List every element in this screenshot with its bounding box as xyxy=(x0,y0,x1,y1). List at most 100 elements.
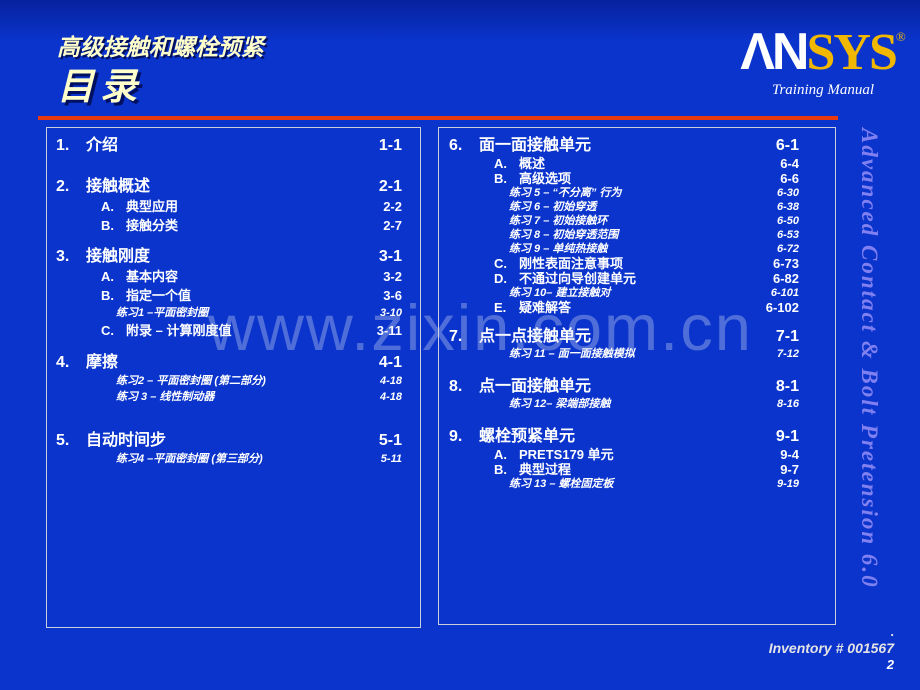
toc-exercise: 练习 12– 梁端部接触 8-16 xyxy=(449,397,799,411)
toc-right-panel: 6. 面一面接触单元 6-1 A. 概述 6-4 B. 高级选项 6-6 练习 5 – “不分离”… xyxy=(438,127,836,625)
toc-exercise: 练习 8 – 初始穿透范围 6-53 xyxy=(449,228,799,242)
toc-item-title: 螺栓预紧单元 xyxy=(479,428,576,445)
logo-tagline: Training Manual xyxy=(771,82,875,98)
toc-subitem: B. 典型过程 9-7 xyxy=(449,462,799,477)
side-banner: Advanced Contact & Bolt Pretension 6.0 xyxy=(857,128,882,589)
toc-subitem-letter: B. xyxy=(101,218,114,233)
toc-subitem: A. 典型应用 2-2 xyxy=(56,197,402,216)
toc-subitem-title: 疑难解答 xyxy=(519,300,572,315)
toc-subitem: A. 概述 6-4 xyxy=(449,156,799,171)
toc-exercise: 练习4 –平面密封圈 (第三部分) 5-11 xyxy=(56,451,402,467)
toc-subitem-title: 刚性表面注意事项 xyxy=(519,256,624,271)
toc-item-number: 8. xyxy=(449,378,463,395)
toc-subitem-title: 典型过程 xyxy=(519,462,572,477)
toc-item-title: 点一面接触单元 xyxy=(479,378,592,395)
toc-exercise: 练习 11 – 面一面接触模拟 7-12 xyxy=(449,347,799,361)
toc-exercise: 练习1 –平面密封圈 3-10 xyxy=(56,305,402,321)
toc-subitem: B. 接触分类 2-7 xyxy=(56,216,402,235)
toc-page-ref: 6-4 xyxy=(780,156,799,171)
toc-row-main: 6. 面一面接触单元 6-1 xyxy=(449,136,799,156)
toc-item-number: 7. xyxy=(449,328,463,345)
toc-page-ref: 3-6 xyxy=(383,288,402,303)
toc-exercise-title: 练习 11 – 面一面接触模拟 xyxy=(509,348,635,360)
toc-item-number: 9. xyxy=(449,428,463,445)
toc-item-title: 摩擦 xyxy=(86,354,119,371)
toc-subitem: B. 指定一个值 3-6 xyxy=(56,286,402,305)
toc-page-ref: 7-12 xyxy=(776,348,799,360)
toc-item-title: 介绍 xyxy=(86,137,119,154)
toc-page-ref: 6-72 xyxy=(776,243,799,255)
toc-row-main: 7. 点一点接触单元 7-1 xyxy=(449,327,799,347)
toc-section: 2. 接触概述 2-1 A. 典型应用 2-2 B. 接触分类 2-7 xyxy=(56,177,402,235)
toc-subitem-title: 指定一个值 xyxy=(126,288,192,303)
ansys-logo: ΛNSYS® Training Manual xyxy=(738,22,908,99)
toc-item-number: 5. xyxy=(56,432,70,449)
toc-subitem-title: 接触分类 xyxy=(126,218,179,233)
header-divider xyxy=(38,116,838,120)
toc-subitem: A. 基本内容 3-2 xyxy=(56,267,402,286)
toc-page-ref: 4-1 xyxy=(378,354,402,371)
toc-row-main: 9. 螺栓预紧单元 9-1 xyxy=(449,427,799,447)
toc-page-ref: 9-4 xyxy=(780,447,799,462)
course-title: 高级接触和螺栓预紧 xyxy=(57,34,264,60)
toc-subitem: A. PRETS179 单元 9-4 xyxy=(449,447,799,462)
toc-row-main: 8. 点一面接触单元 8-1 xyxy=(449,377,799,397)
toc-section: 7. 点一点接触单元 7-1 练习 11 – 面一面接触模拟 7-12 xyxy=(449,327,799,361)
toc-item-title: 自动时间步 xyxy=(86,432,167,449)
toc-page-ref: 2-7 xyxy=(383,218,402,233)
toc-page-ref: 6-102 xyxy=(765,300,799,315)
toc-page-ref: 3-10 xyxy=(379,307,402,319)
toc-page-ref: 3-2 xyxy=(383,269,402,284)
toc-page-ref: 6-50 xyxy=(776,215,799,227)
toc-page-ref: 6-38 xyxy=(776,201,799,213)
toc-row-main: 3. 接触刚度 3-1 xyxy=(56,247,402,267)
logo-sys-text: SYS xyxy=(806,24,897,81)
toc-exercise-title: 练习 13 – 螺栓固定板 xyxy=(509,478,614,490)
toc-subitem-title: 附录 – 计算刚度值 xyxy=(126,323,232,338)
toc-page-ref: 7-1 xyxy=(775,328,799,345)
toc-exercise-title: 练习 3 – 线性制动器 xyxy=(116,391,215,403)
toc-exercise: 练习 5 – “不分离” 行为 6-30 xyxy=(449,186,799,200)
toc-subitem-title: 高级选项 xyxy=(519,171,572,186)
toc-item-title: 点一点接触单元 xyxy=(479,328,592,345)
toc-page-ref: 6-1 xyxy=(775,137,799,154)
toc-item-title: 接触刚度 xyxy=(86,248,151,265)
logo-an-text: ΛN xyxy=(740,23,809,81)
toc-page-ref: 2-1 xyxy=(378,178,402,195)
toc-exercise: 练习 10– 建立接触对 6-101 xyxy=(449,286,799,300)
toc-item-title: 面一面接触单元 xyxy=(479,137,592,154)
toc-row-main: 5. 自动时间步 5-1 xyxy=(56,431,402,451)
toc-item-title: 接触概述 xyxy=(86,178,151,195)
toc-subitem: B. 高级选项 6-6 xyxy=(449,171,799,186)
toc-exercise-title: 练习 12– 梁端部接触 xyxy=(509,398,611,410)
toc-exercise-title: 练习 8 – 初始穿透范围 xyxy=(509,229,619,241)
toc-exercise: 练习 13 – 螺栓固定板 9-19 xyxy=(449,477,799,491)
toc-row-main: 2. 接触概述 2-1 xyxy=(56,177,402,197)
toc-exercise-title: 练习1 –平面密封圈 xyxy=(116,307,209,319)
toc-page-ref: 3-1 xyxy=(378,248,402,265)
toc-exercise-title: 练习 10– 建立接触对 xyxy=(509,287,611,299)
toc-exercise: 练习 6 – 初始穿透 6-38 xyxy=(449,200,799,214)
toc-subitem: C. 附录 – 计算刚度值 3-11 xyxy=(56,321,402,340)
toc-item-number: 2. xyxy=(56,178,70,195)
toc-page-ref: 3-11 xyxy=(376,323,402,338)
toc-item-number: 6. xyxy=(449,137,463,154)
toc-page-ref: 6-73 xyxy=(772,256,799,271)
toc-page-ref: 8-1 xyxy=(775,378,799,395)
toc-subitem-letter: D. xyxy=(494,271,507,286)
inventory-label: Inventory # 001567 xyxy=(768,640,894,656)
toc-page-ref: 9-1 xyxy=(775,428,799,445)
toc-item-number: 1. xyxy=(56,137,70,154)
toc-exercise: 练习 9 – 单纯热接触 6-72 xyxy=(449,242,799,256)
toc-subitem-letter: A. xyxy=(494,447,507,462)
toc-left-panel: 1. 介绍 1-1 2. 接触概述 2-1 A. 典型应用 2-2 B. 接触分类 2-7 3. 接触刚度… xyxy=(46,127,421,628)
toc-subitem-letter: A. xyxy=(101,199,114,214)
toc-subitem: E. 疑难解答 6-102 xyxy=(449,300,799,315)
toc-subitem-title: 概述 xyxy=(519,156,546,171)
toc-page-ref: 8-16 xyxy=(776,398,799,410)
toc-section: 5. 自动时间步 5-1 练习4 –平面密封圈 (第三部分) 5-11 xyxy=(56,431,402,467)
page-title: 目录 xyxy=(57,66,143,107)
toc-exercise-title: 练习2 – 平面密封圈 (第二部分) xyxy=(116,375,266,387)
toc-section: 4. 摩擦 4-1 练习2 – 平面密封圈 (第二部分) 4-18 练习 3 – 线性制动… xyxy=(56,353,402,405)
